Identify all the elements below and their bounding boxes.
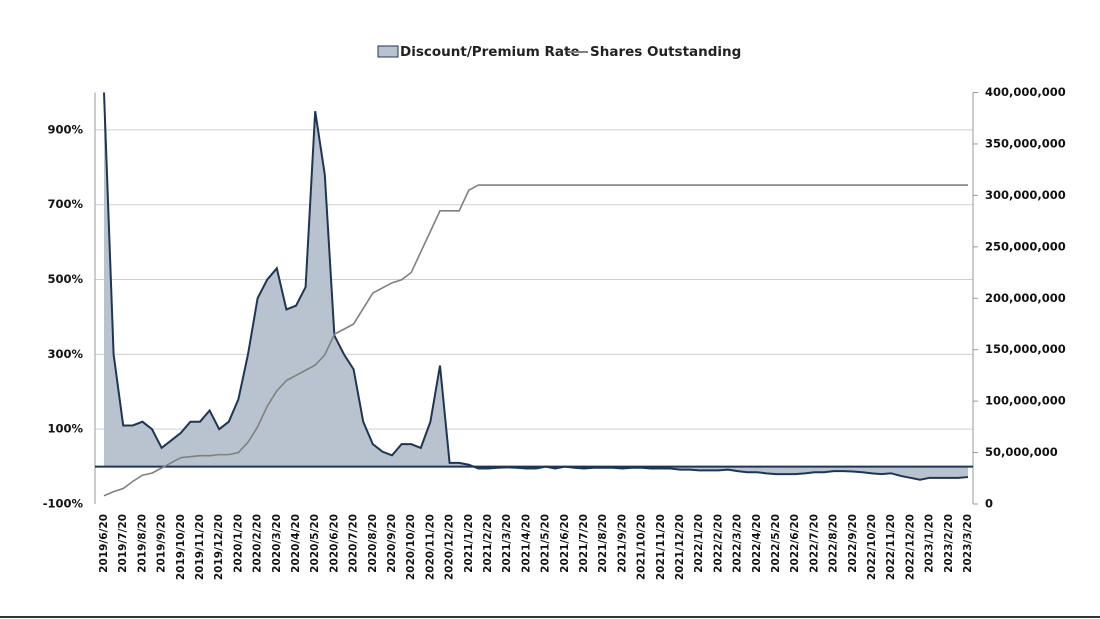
x-tick-label: 2021/4/20 [520, 514, 532, 573]
y-tick-label: 900% [47, 122, 83, 136]
y2-tick-label: 300,000,000 [985, 188, 1066, 202]
x-tick-label: 2020/7/20 [348, 514, 360, 573]
x-tick-label: 2021/6/20 [559, 514, 571, 573]
y2-tick-label: 50,000,000 [985, 445, 1058, 459]
x-tick-label: 2021/9/20 [616, 514, 628, 573]
y-tick-label: 500% [47, 272, 83, 286]
x-tick-label: 2022/12/20 [904, 514, 916, 580]
area-line [103, 92, 969, 481]
shares-line [103, 184, 968, 497]
x-tick-label: 2021/3/20 [501, 514, 513, 573]
legend-label: Shares Outstanding [590, 44, 741, 60]
x-tick-label: 2021/1/20 [463, 514, 475, 573]
x-tick-label: 2022/1/20 [693, 514, 705, 573]
x-tick-label: 2019/12/20 [213, 514, 225, 580]
y-tick-label: -100% [43, 497, 84, 511]
y2-tick-label: 0 [985, 497, 993, 511]
x-tick-label: 2022/11/20 [885, 514, 897, 580]
x-tick-label: 2020/5/20 [309, 514, 321, 573]
y2-tick-label: 250,000,000 [985, 239, 1066, 253]
x-tick-label: 2021/8/20 [597, 514, 609, 573]
x-tick-label: 2019/7/20 [117, 514, 129, 573]
x-tick-label: 2022/3/20 [732, 514, 744, 573]
y2-tick-label: 200,000,000 [985, 291, 1066, 305]
x-tick-label: 2022/8/20 [828, 514, 840, 573]
area-fill [104, 92, 968, 480]
y2-tick-label: 350,000,000 [985, 136, 1066, 150]
y2-tick-label: 400,000,000 [985, 85, 1066, 99]
x-tick-label: 2020/11/20 [424, 514, 436, 580]
x-tick-label: 2019/8/20 [136, 514, 148, 573]
x-tick-label: 2021/7/20 [578, 514, 590, 573]
y-tick-label: 100% [47, 422, 83, 436]
x-tick-label: 2022/6/20 [789, 514, 801, 573]
x-tick-label: 2021/10/20 [636, 514, 648, 580]
x-tick-label: 2022/5/20 [770, 514, 782, 573]
x-tick-label: 2023/3/20 [962, 514, 974, 573]
y2-tick-label: 100,000,000 [985, 394, 1066, 408]
x-tick-label: 2020/8/20 [367, 514, 379, 573]
x-tick-label: 2020/2/20 [252, 514, 264, 573]
x-tick-label: 2023/2/20 [943, 514, 955, 573]
x-tick-label: 2022/9/20 [847, 514, 859, 573]
x-tick-label: 2020/3/20 [271, 514, 283, 573]
x-tick-label: 2019/9/20 [156, 514, 168, 573]
x-tick-label: 2019/6/20 [98, 514, 110, 573]
x-tick-label: 2020/4/20 [290, 514, 302, 573]
x-tick-label: 2020/6/20 [328, 514, 340, 573]
y2-tick-label: 150,000,000 [985, 342, 1066, 356]
x-tick-label: 2022/2/20 [712, 514, 724, 573]
x-tick-label: 2020/10/20 [405, 514, 417, 580]
x-tick-label: 2020/9/20 [386, 514, 398, 573]
y-tick-label: 300% [47, 347, 83, 361]
x-tick-label: 2022/4/20 [751, 514, 763, 573]
x-tick-label: 2019/11/20 [194, 514, 206, 580]
x-tick-label: 2021/2/20 [482, 514, 494, 573]
x-tick-label: 2021/11/20 [655, 514, 667, 580]
x-tick-label: 2020/12/20 [444, 514, 456, 580]
x-tick-label: 2023/1/20 [924, 514, 936, 573]
y-tick-label: 700% [47, 197, 83, 211]
x-tick-label: 2019/10/20 [175, 514, 187, 580]
x-tick-label: 2021/5/20 [540, 514, 552, 573]
legend: Discount/Premium Rate Shares Outstanding [377, 44, 741, 60]
legend-swatch [377, 45, 399, 58]
legend-label: Discount/Premium Rate [400, 44, 580, 60]
x-tick-label: 2022/10/20 [866, 514, 878, 580]
x-tick-label: 2020/1/20 [232, 514, 244, 573]
x-tick-label: 2021/12/20 [674, 514, 686, 580]
x-tick-label: 2022/7/20 [808, 514, 820, 573]
